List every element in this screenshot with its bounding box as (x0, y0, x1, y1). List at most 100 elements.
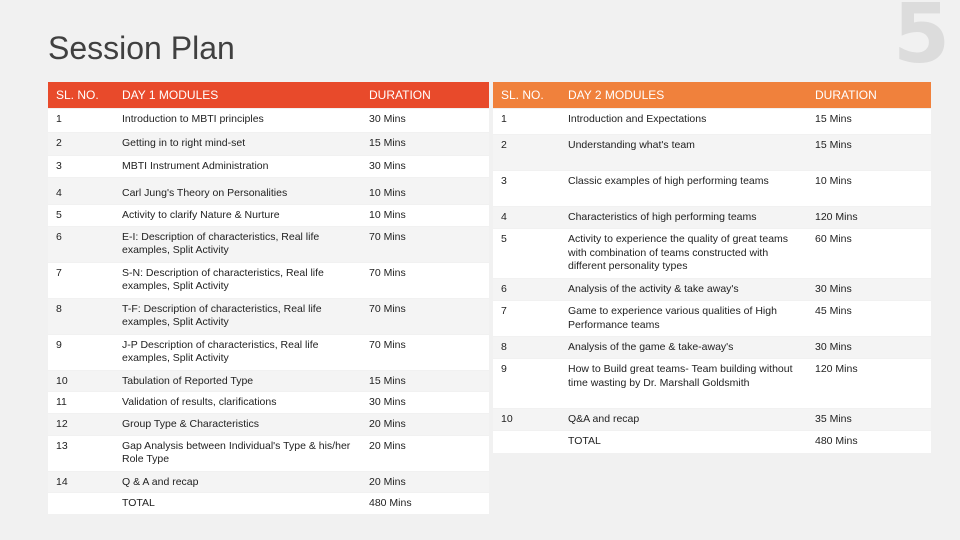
table-row: 8 T-F: Description of characteristics, Re… (48, 297, 489, 334)
cell-duration: 30 Mins (361, 108, 489, 133)
table-row: 1 Introduction to MBTI principles 30 Mins (48, 108, 489, 133)
cell-module: Getting in to right mind-set (114, 132, 361, 156)
cell-module: Analysis of the activity & take away's (560, 278, 807, 301)
cell-sl-no: 6 (48, 225, 114, 262)
cell-sl-no (493, 430, 560, 453)
cell-sl-no: 3 (493, 170, 560, 207)
cell-sl-no: 12 (48, 412, 114, 435)
cell-sl-no: 14 (48, 470, 114, 493)
cell-module: T-F: Description of characteristics, Rea… (114, 297, 361, 334)
table-row: 12 Group Type & Characteristics 20 Mins (48, 412, 489, 435)
table-header-row: SL. NO. DAY 1 MODULES DURATION (48, 82, 489, 109)
cell-sl-no: 8 (493, 336, 560, 359)
header-sl-no: SL. NO. (493, 82, 560, 109)
cell-duration: 10 Mins (361, 177, 489, 204)
cell-duration: 60 Mins (807, 228, 931, 279)
cell-duration: 15 Mins (361, 369, 489, 392)
cell-sl-no: 5 (493, 228, 560, 279)
cell-module: Carl Jung's Theory on Personalities (114, 177, 361, 204)
cell-sl-no: 10 (493, 408, 560, 431)
cell-sl-no: 3 (48, 155, 114, 178)
cell-duration: 30 Mins (361, 391, 489, 413)
cell-duration: 120 Mins (807, 358, 931, 409)
cell-module: J-P Description of characteristics, Real… (114, 333, 361, 370)
cell-module: Classic examples of high performing team… (560, 170, 807, 207)
cell-duration: 480 Mins (361, 492, 489, 514)
table-row: 7 Game to experience various qualities of… (493, 300, 931, 337)
cell-duration: 70 Mins (361, 297, 489, 334)
cell-duration: 45 Mins (807, 300, 931, 337)
table-header-row: SL. NO. DAY 2 MODULES DURATION (493, 82, 931, 109)
cell-module: Characteristics of high performing teams (560, 206, 807, 229)
cell-duration: 20 Mins (361, 434, 489, 471)
cell-sl-no: 6 (493, 278, 560, 301)
cell-duration: 15 Mins (361, 132, 489, 156)
cell-duration: 30 Mins (807, 278, 931, 301)
table-row: 2 Getting in to right mind-set 15 Mins (48, 132, 489, 156)
cell-module: Gap Analysis between Individual's Type &… (114, 434, 361, 471)
cell-module: S-N: Description of characteristics, Rea… (114, 261, 361, 298)
cell-sl-no: 13 (48, 434, 114, 471)
cell-duration: 70 Mins (361, 225, 489, 262)
header-modules: DAY 2 MODULES (560, 82, 807, 109)
cell-module: Tabulation of Reported Type (114, 369, 361, 392)
table-row: 4 Characteristics of high performing team… (493, 206, 931, 229)
cell-module: TOTAL (560, 430, 807, 453)
table-row: 10 Q&A and recap 35 Mins (493, 408, 931, 431)
cell-sl-no: 8 (48, 297, 114, 334)
table-row: 9 J-P Description of characteristics, Rea… (48, 333, 489, 370)
table-row: 6 E-I: Description of characteristics, Re… (48, 225, 489, 262)
table-row: 3 MBTI Instrument Administration 30 Mins (48, 155, 489, 178)
table-row: 11 Validation of results, clarifications 3… (48, 391, 489, 413)
cell-duration: 20 Mins (361, 470, 489, 493)
cell-sl-no: 9 (48, 333, 114, 370)
header-modules: DAY 1 MODULES (114, 82, 361, 109)
cell-module: Q & A and recap (114, 470, 361, 493)
table-row: 13 Gap Analysis between Individual's Type… (48, 434, 489, 471)
table-row: 14 Q & A and recap 20 Mins (48, 470, 489, 493)
cell-sl-no: 2 (48, 132, 114, 156)
cell-sl-no: 4 (48, 177, 114, 204)
cell-module: Understanding what's team (560, 134, 807, 171)
cell-module: Introduction to MBTI principles (114, 108, 361, 133)
table-row: 5 Activity to clarify Nature & Nurture 10 … (48, 203, 489, 226)
cell-sl-no: 2 (493, 134, 560, 171)
cell-duration: 15 Mins (807, 108, 931, 135)
cell-duration: 30 Mins (807, 336, 931, 359)
cell-module: MBTI Instrument Administration (114, 155, 361, 178)
day2-schedule-table: SL. NO. DAY 2 MODULES DURATION 1 Introduc… (493, 82, 931, 453)
cell-module: Activity to clarify Nature & Nurture (114, 203, 361, 226)
cell-duration: 10 Mins (807, 170, 931, 207)
table-row: 3 Classic examples of high performing tea… (493, 170, 931, 207)
cell-sl-no: 5 (48, 203, 114, 226)
cell-module: Introduction and Expectations (560, 108, 807, 135)
cell-sl-no: 11 (48, 391, 114, 413)
cell-sl-no: 1 (493, 108, 560, 135)
cell-sl-no: 7 (493, 300, 560, 337)
table-row: 8 Analysis of the game & take-away's 30 Mi… (493, 336, 931, 359)
day1-schedule-table: SL. NO. DAY 1 MODULES DURATION 1 Introduc… (48, 82, 489, 514)
cell-module: E-I: Description of characteristics, Rea… (114, 225, 361, 262)
table-row: 7 S-N: Description of characteristics, Re… (48, 261, 489, 298)
total-row: TOTAL 480 Mins (493, 430, 931, 453)
total-row: TOTAL 480 Mins (48, 492, 489, 514)
table-row: 9 How to Build great teams- Team building… (493, 358, 931, 409)
table-row: 4 Carl Jung's Theory on Personalities 10 M… (48, 177, 489, 204)
cell-duration: 35 Mins (807, 408, 931, 431)
cell-module: TOTAL (114, 492, 361, 514)
cell-duration: 30 Mins (361, 155, 489, 178)
table-row: 10 Tabulation of Reported Type 15 Mins (48, 369, 489, 392)
table-row: 6 Analysis of the activity & take away's 3… (493, 278, 931, 301)
cell-sl-no: 9 (493, 358, 560, 409)
slide-title: Session Plan (48, 30, 235, 66)
cell-duration: 10 Mins (361, 203, 489, 226)
cell-duration: 480 Mins (807, 430, 931, 453)
table-row: 1 Introduction and Expectations 15 Mins (493, 108, 931, 135)
table-row: 5 Activity to experience the quality of g… (493, 228, 931, 279)
header-sl-no: SL. NO. (48, 82, 114, 109)
cell-module: Analysis of the game & take-away's (560, 336, 807, 359)
cell-sl-no: 10 (48, 369, 114, 392)
cell-sl-no: 7 (48, 261, 114, 298)
cell-duration: 70 Mins (361, 333, 489, 370)
cell-module: Game to experience various qualities of … (560, 300, 807, 337)
